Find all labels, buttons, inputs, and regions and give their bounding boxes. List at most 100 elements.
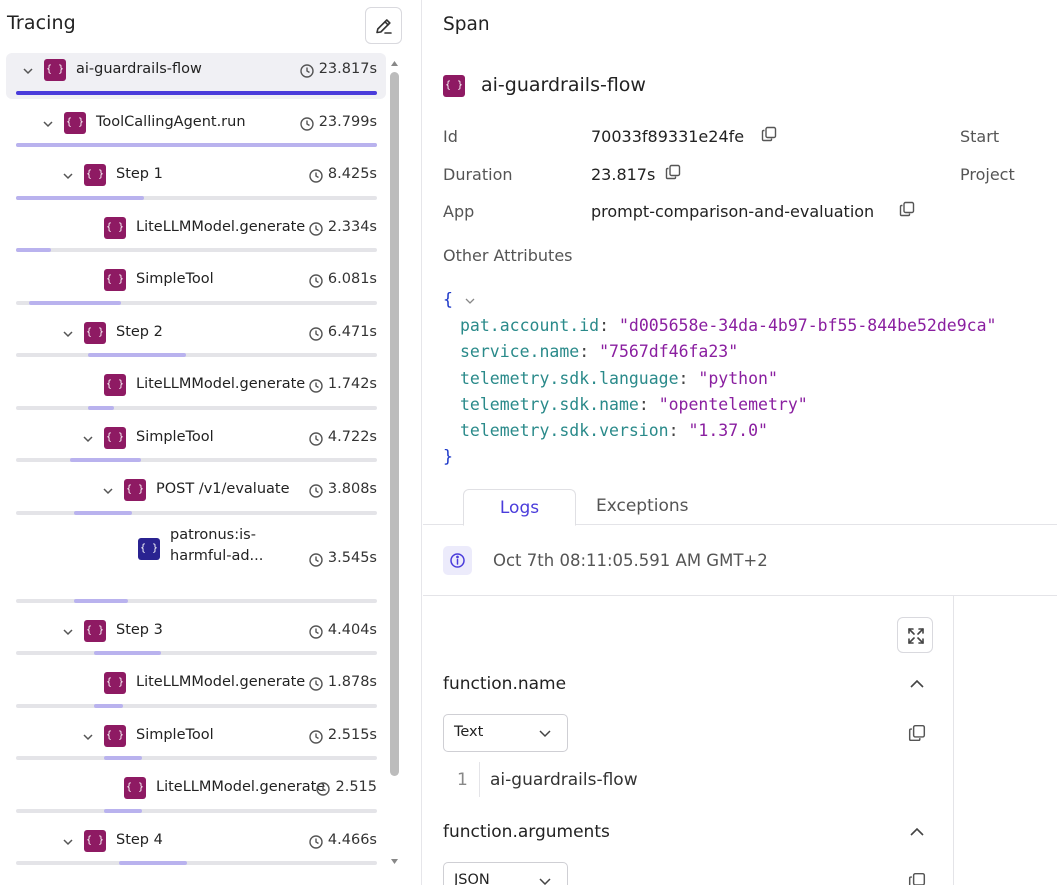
format-select-json[interactable]: JSON (443, 862, 568, 885)
expand-button[interactable] (897, 617, 933, 653)
timeline-bar (88, 405, 114, 410)
tree-node-label: SimpleTool (136, 428, 214, 445)
tree-node-label: LiteLLMModel.generate (136, 376, 306, 392)
timeline-bar (16, 248, 51, 252)
tree-node-duration: 8.425s (327, 166, 377, 182)
clock-icon (309, 274, 323, 288)
collapse-function-name-icon[interactable] (909, 679, 925, 689)
scroll-thumb[interactable] (390, 72, 399, 776)
tree-node[interactable]: { } Step 3 4.404s (0, 613, 388, 666)
chevron-down-icon[interactable] (41, 117, 55, 131)
clock-icon (309, 624, 323, 639)
chevron-down-icon[interactable] (81, 730, 95, 744)
trace-tree: { } ai-guardrails-flow 23.817s { } ToolCalli… (0, 52, 388, 885)
collapse-json-icon[interactable] (464, 296, 476, 306)
timeline-track (16, 353, 377, 357)
clock-icon (309, 729, 323, 744)
timeline-bar (88, 353, 186, 357)
tab-exceptions[interactable]: Exceptions (596, 496, 689, 516)
json-key: service.name (460, 342, 580, 362)
tree-node-duration: 2.515 (335, 779, 377, 795)
tree-node-duration: 3.545s (327, 549, 377, 566)
tracing-panel: Tracing { } ai-guardrails-flow 23.817s { } T… (0, 0, 422, 885)
expand-icon (908, 628, 924, 644)
json-entry: telemetry.sdk.language: "python" (460, 368, 778, 388)
log-entry[interactable]: Oct 7th 08:11:05.591 AM GMT+2 (423, 525, 1057, 596)
chevron-down-icon[interactable] (61, 169, 75, 183)
span-panel: Span { } ai-guardrails-flow Id 70033f893… (423, 0, 1057, 885)
copy-function-arguments-icon[interactable] (908, 872, 926, 885)
braces-icon: { } (138, 537, 160, 560)
timeline-track (16, 458, 377, 462)
chevron-down-icon[interactable] (61, 625, 75, 639)
braces-icon: { } (124, 479, 146, 501)
clock-icon (309, 677, 323, 691)
tree-node-duration: 2.515s (327, 726, 377, 743)
tree-node[interactable]: { } SimpleTool 2.515s (0, 718, 388, 771)
tree-node[interactable]: { } LiteLLMModel.generate 1.878s (0, 665, 388, 718)
timeline-bar (119, 861, 187, 865)
braces-icon: { } (443, 75, 465, 97)
copy-id-icon[interactable] (761, 126, 777, 142)
braces-icon: { } (104, 269, 126, 291)
chevron-down-icon[interactable] (21, 64, 35, 78)
copy-app-icon[interactable] (899, 201, 915, 217)
json-value: "python" (698, 368, 778, 388)
info-icon (450, 553, 465, 568)
tree-node[interactable]: { } LiteLLMModel.generate 2.334s (0, 210, 388, 263)
tree-node[interactable]: { } Step 1 8.425s (0, 157, 388, 210)
clock-icon (309, 326, 323, 341)
copy-function-name-icon[interactable] (908, 724, 926, 742)
tree-node[interactable]: { } SimpleTool 6.081s (0, 262, 388, 315)
json-value: "d005658e-34da-4b97-bf55-844be52de9ca" (618, 316, 997, 336)
copy-duration-icon[interactable] (665, 164, 681, 180)
braces-icon: { } (124, 777, 146, 799)
tree-node[interactable]: { } ai-guardrails-flow 23.817s (0, 52, 388, 105)
tree-node-label: Step 2 (116, 323, 163, 340)
timeline-track (16, 90, 377, 95)
json-key: telemetry.sdk.name (460, 394, 639, 414)
timeline-bar (29, 300, 121, 305)
tree-node[interactable]: { } patronus:is-harmful-ad... 3.545s (0, 525, 388, 613)
json-entry: service.name: "7567df46fa23" (460, 342, 739, 362)
chevron-down-icon[interactable] (81, 432, 95, 446)
tree-node[interactable]: { } Step 4 4.466s (0, 823, 388, 876)
timeline-track (16, 808, 377, 813)
scroll-down-icon[interactable] (390, 857, 399, 865)
clock-icon (300, 64, 314, 78)
clock-icon (309, 484, 323, 498)
span-name: ai-guardrails-flow (481, 74, 646, 96)
chevron-down-icon[interactable] (61, 835, 75, 849)
timeline-bar (70, 458, 141, 462)
attr-app-value: prompt-comparison-and-evaluation (591, 202, 875, 221)
tree-node-duration: 1.878s (327, 674, 377, 690)
timeline-track (16, 510, 377, 515)
span-panel-title: Span (443, 14, 490, 35)
chevron-down-icon[interactable] (101, 484, 115, 498)
tree-node[interactable]: { } POST /v1/evaluate 3.808s (0, 472, 388, 525)
edit-button[interactable] (365, 7, 402, 44)
json-value: "1.37.0" (688, 421, 768, 441)
timeline-track (16, 756, 377, 760)
chevron-down-icon[interactable] (61, 327, 75, 341)
timeline-track (16, 651, 377, 655)
tree-node-duration: 2.334s (327, 218, 377, 235)
collapse-function-arguments-icon[interactable] (909, 827, 925, 837)
tree-node-duration: 3.808s (327, 481, 377, 497)
tree-node[interactable]: { } Step 2 6.471s (0, 315, 388, 368)
tree-node[interactable]: { } LiteLLMModel.generate 2.515 (0, 770, 388, 823)
tab-logs[interactable]: Logs (463, 489, 576, 526)
json-key: telemetry.sdk.version (460, 421, 669, 441)
timeline-bar (16, 143, 377, 147)
scroll-up-icon[interactable] (390, 60, 399, 68)
tree-node[interactable]: { } LiteLLMModel.generate 1.742s (0, 367, 388, 420)
tree-node-label: Step 1 (116, 166, 163, 182)
tree-node-duration: 6.081s (327, 271, 377, 287)
tree-scrollbar[interactable] (389, 60, 400, 870)
tree-node[interactable]: { } ToolCallingAgent.run 23.799s (0, 105, 388, 158)
tree-node[interactable]: { } SimpleTool 4.722s (0, 420, 388, 473)
braces-icon: { } (64, 111, 86, 134)
json-entry: telemetry.sdk.name: "opentelemetry" (460, 394, 808, 414)
tree-node-label: Step 4 (116, 831, 163, 848)
format-select-text[interactable]: Text (443, 714, 568, 752)
